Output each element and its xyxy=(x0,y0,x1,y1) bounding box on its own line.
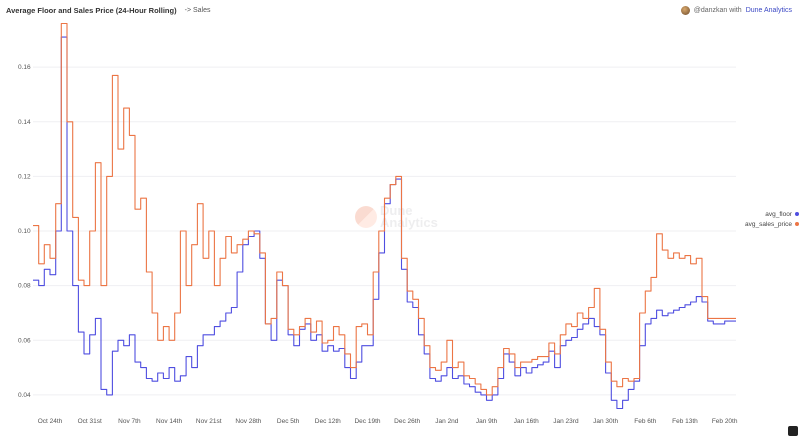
x-tick-label: Nov 7th xyxy=(118,418,141,425)
corner-logo-icon xyxy=(788,426,798,436)
chart-header: Average Floor and Sales Price (24-Hour R… xyxy=(6,2,792,18)
y-tick-label: 0.10 xyxy=(18,228,31,235)
legend-label-avg-floor: avg_floor xyxy=(765,210,792,218)
x-tick-label: Nov 28th xyxy=(235,418,261,425)
x-tick-label: Dec 5th xyxy=(277,418,300,425)
x-tick-label: Jan 9th xyxy=(476,418,498,425)
chart-title: Average Floor and Sales Price (24-Hour R… xyxy=(6,5,177,15)
series-line-avg-sales-price xyxy=(33,22,736,396)
y-tick-label: 0.14 xyxy=(18,119,31,126)
x-tick-label: Jan 16th xyxy=(514,418,539,425)
x-tick-label: Jan 2nd xyxy=(435,418,459,425)
y-tick-label: 0.12 xyxy=(18,173,31,180)
watermark-text: Dune Analytics xyxy=(380,203,438,230)
x-tick-label: Feb 13th xyxy=(672,418,698,425)
attribution-link[interactable]: Dune Analytics xyxy=(745,6,792,14)
attribution[interactable]: @danzkan with Dune Analytics xyxy=(680,5,792,15)
x-tick-label: Nov 14th xyxy=(156,418,182,425)
watermark: Dune Analytics xyxy=(355,203,438,230)
avatar xyxy=(680,5,690,15)
y-tick-label: 0.06 xyxy=(18,337,31,344)
legend: avg_floor avg_sales_price xyxy=(745,209,799,229)
legend-label-avg-sales-price: avg_sales_price xyxy=(745,220,792,228)
legend-item-avg-sales-price[interactable]: avg_sales_price xyxy=(745,219,799,229)
x-tick-label: Dec 19th xyxy=(354,418,380,425)
x-tick-label: Dec 26th xyxy=(394,418,420,425)
watermark-line-1: Dune xyxy=(380,203,413,218)
x-tick-label: Jan 23rd xyxy=(553,418,579,425)
legend-item-avg-floor[interactable]: avg_floor xyxy=(745,209,799,219)
y-tick-label: 0.16 xyxy=(18,64,31,71)
legend-dot-avg-floor xyxy=(794,212,799,216)
x-tick-label: Dec 12th xyxy=(315,418,341,425)
chart-subtitle[interactable]: -> Sales xyxy=(184,6,211,14)
x-tick-label: Feb 20th xyxy=(712,418,738,425)
dune-logo-icon xyxy=(355,206,377,228)
attribution-user[interactable]: @danzkan with xyxy=(693,6,742,14)
y-tick-label: 0.04 xyxy=(18,392,31,399)
legend-dot-avg-sales-price xyxy=(794,222,799,226)
x-tick-label: Nov 21st xyxy=(196,418,222,425)
watermark-line-2: Analytics xyxy=(380,215,438,230)
x-tick-label: Feb 6th xyxy=(634,418,656,425)
x-tick-label: Oct 31st xyxy=(78,418,102,425)
x-tick-label: Jan 30th xyxy=(593,418,618,425)
title-group: Average Floor and Sales Price (24-Hour R… xyxy=(6,6,210,15)
x-tick-label: Oct 24th xyxy=(38,418,63,425)
y-tick-label: 0.08 xyxy=(18,283,31,290)
